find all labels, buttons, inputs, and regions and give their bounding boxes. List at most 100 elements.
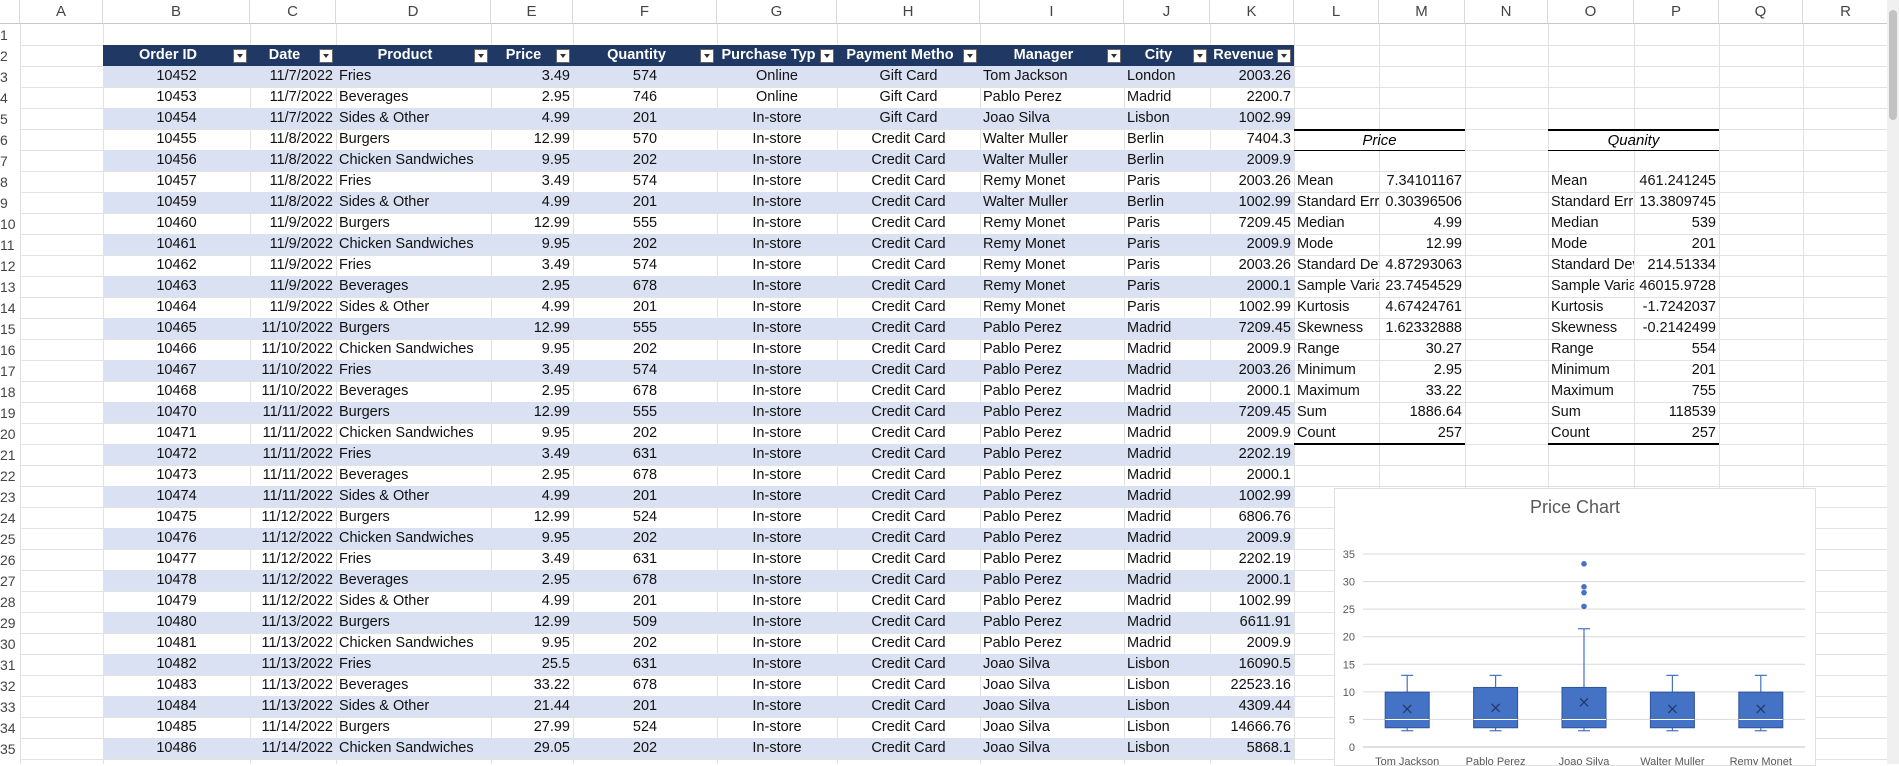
row-header-20[interactable]: 20 — [0, 426, 16, 442]
price_stats-value[interactable]: 12.99 — [1425, 236, 1462, 252]
table-cell[interactable]: 1002.99 — [1238, 593, 1291, 609]
table-cell[interactable]: Credit Card — [871, 551, 946, 567]
table-cell[interactable]: 11/13/2022 — [261, 635, 334, 651]
table-cell[interactable]: Chicken Sandwiches — [339, 740, 474, 756]
table-cell[interactable]: 12.99 — [533, 404, 570, 420]
table-cell[interactable]: Credit Card — [871, 299, 946, 315]
table-cell[interactable]: 11/10/2022 — [261, 362, 334, 378]
table-cell[interactable]: 2009.9 — [1246, 152, 1291, 168]
table-cell[interactable]: 631 — [632, 446, 658, 462]
table-cell[interactable]: 25.5 — [541, 656, 570, 672]
price_stats-value[interactable]: 33.22 — [1425, 383, 1462, 399]
table-cell[interactable]: 746 — [632, 89, 658, 105]
table-cell[interactable]: 678 — [632, 278, 658, 294]
row-header-27[interactable]: 27 — [0, 573, 16, 589]
table-cell[interactable]: 202 — [632, 740, 658, 756]
quantity_stats-value[interactable]: 118539 — [1668, 404, 1716, 420]
table-cell[interactable]: Paris — [1127, 257, 1161, 273]
quantity_stats-label[interactable]: Count — [1551, 425, 1590, 441]
quantity_stats-label[interactable]: Sample Varia — [1551, 278, 1634, 294]
table-cell[interactable]: Walter Muller — [983, 131, 1068, 147]
table-cell[interactable]: Credit Card — [871, 362, 946, 378]
table-cell[interactable]: In-store — [752, 509, 802, 525]
table-cell[interactable]: In-store — [752, 467, 802, 483]
table-cell[interactable]: 11/11/2022 — [262, 446, 333, 462]
quantity_stats-value[interactable]: 46015.9728 — [1639, 278, 1716, 294]
table-cell[interactable]: 11/13/2022 — [261, 656, 334, 672]
table-cell[interactable]: London — [1127, 68, 1176, 84]
row-header-5[interactable]: 5 — [0, 111, 8, 127]
table-cell[interactable]: 11/9/2022 — [269, 257, 333, 273]
table-cell[interactable]: In-store — [752, 320, 802, 336]
table-cell[interactable]: Chicken Sandwiches — [339, 425, 474, 441]
table-cell[interactable]: In-store — [752, 593, 802, 609]
quantity_stats-label[interactable]: Mode — [1551, 236, 1588, 252]
table-cell[interactable]: 3.49 — [541, 257, 570, 273]
table-cell[interactable]: Credit Card — [871, 467, 946, 483]
quantity_stats-value[interactable]: 461.241245 — [1639, 173, 1716, 189]
table-cell[interactable]: 631 — [632, 551, 658, 567]
table-header-revenue[interactable]: Revenue — [1210, 45, 1294, 66]
table-cell[interactable]: 2.95 — [541, 278, 570, 294]
table-cell[interactable]: 2009.9 — [1246, 530, 1291, 546]
column-header-e[interactable]: E — [491, 0, 573, 24]
table-cell[interactable]: 9.95 — [541, 236, 570, 252]
row-header-10[interactable]: 10 — [0, 216, 16, 232]
row-header-9[interactable]: 9 — [0, 195, 8, 211]
quantity_stats-label[interactable]: Sum — [1551, 404, 1581, 420]
filter-dropdown-icon[interactable] — [1107, 49, 1121, 63]
table-cell[interactable]: Chicken Sandwiches — [339, 635, 474, 651]
table-cell[interactable]: In-store — [752, 488, 802, 504]
table-cell[interactable]: 6611.91 — [1239, 614, 1291, 630]
table-cell[interactable]: 10475 — [156, 509, 197, 525]
table-cell[interactable]: 11/7/2022 — [269, 68, 333, 84]
table-cell[interactable]: Fries — [339, 257, 372, 273]
price_stats-label[interactable]: Sample Varia — [1297, 278, 1379, 294]
table-cell[interactable]: Credit Card — [871, 194, 946, 210]
table-cell[interactable]: 574 — [632, 68, 658, 84]
filter-dropdown-icon[interactable] — [963, 49, 977, 63]
table-cell[interactable]: Berlin — [1127, 131, 1165, 147]
table-cell[interactable]: 10453 — [156, 89, 197, 105]
table-cell[interactable]: Credit Card — [871, 593, 946, 609]
table-cell[interactable]: 1002.99 — [1238, 488, 1291, 504]
table-cell[interactable]: Credit Card — [871, 635, 946, 651]
table-cell[interactable]: 9.95 — [541, 530, 570, 546]
column-header-g[interactable]: G — [717, 0, 837, 24]
table-cell[interactable]: 4309.44 — [1238, 698, 1291, 714]
table-cell[interactable]: 10452 — [156, 68, 197, 84]
table-cell[interactable]: 11/12/2022 — [261, 551, 334, 567]
table-cell[interactable]: 201 — [632, 698, 658, 714]
row-header-1[interactable]: 1 — [0, 27, 8, 43]
table-cell[interactable]: 10470 — [156, 404, 197, 420]
column-header-f[interactable]: F — [573, 0, 717, 24]
table-cell[interactable]: In-store — [752, 635, 802, 651]
table-cell[interactable]: Lisbon — [1127, 656, 1170, 672]
table-cell[interactable]: 1002.99 — [1238, 299, 1291, 315]
quantity_stats-label[interactable]: Maximum — [1551, 383, 1614, 399]
table-cell[interactable]: In-store — [752, 551, 802, 567]
row-header-33[interactable]: 33 — [0, 699, 16, 715]
table-cell[interactable]: 4.99 — [541, 488, 570, 504]
table-cell[interactable]: 33.22 — [533, 677, 570, 693]
table-cell[interactable]: Credit Card — [871, 446, 946, 462]
table-cell[interactable]: Pablo Perez — [983, 488, 1062, 504]
row-header-29[interactable]: 29 — [0, 615, 16, 631]
table-cell[interactable]: Pablo Perez — [983, 467, 1062, 483]
table-cell[interactable]: 570 — [632, 131, 658, 147]
table-cell[interactable]: Joao Silva — [983, 110, 1050, 126]
table-cell[interactable]: 10478 — [156, 572, 197, 588]
price_stats-label[interactable]: Mode — [1297, 236, 1334, 252]
table-cell[interactable]: 11/8/2022 — [269, 152, 333, 168]
table-cell[interactable]: Madrid — [1127, 614, 1172, 630]
table-cell[interactable]: In-store — [752, 194, 802, 210]
column-header-o[interactable]: O — [1548, 0, 1634, 24]
table-cell[interactable]: Pablo Perez — [983, 383, 1062, 399]
table-cell[interactable]: Fries — [339, 446, 372, 462]
table-cell[interactable]: Fries — [339, 68, 372, 84]
table-cell[interactable]: 10457 — [156, 173, 197, 189]
row-header-32[interactable]: 32 — [0, 678, 16, 694]
column-header-j[interactable]: J — [1124, 0, 1210, 24]
table-cell[interactable]: Fries — [339, 656, 372, 672]
